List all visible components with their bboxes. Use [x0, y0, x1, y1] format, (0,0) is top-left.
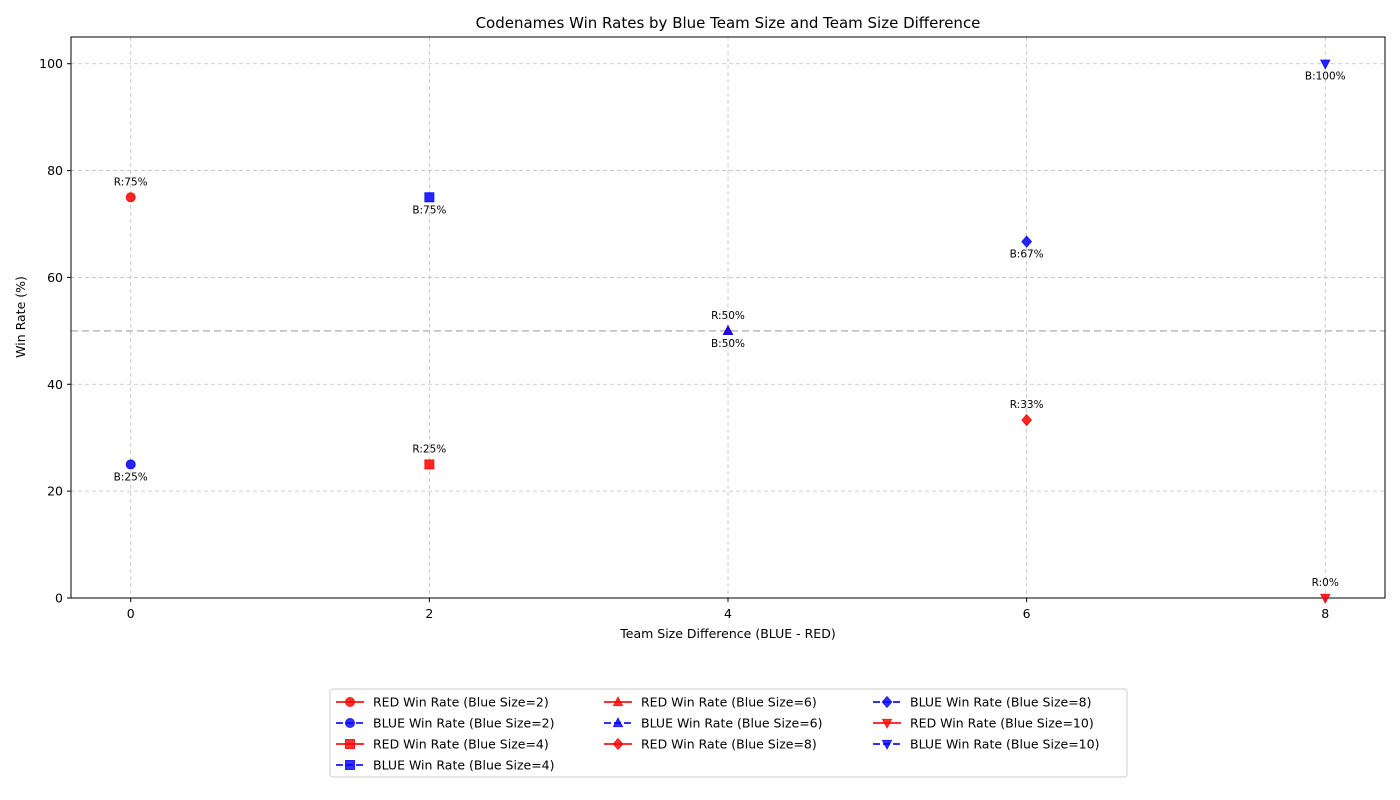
red-data-label: R:75% — [114, 176, 148, 188]
red-point-diamond — [1021, 413, 1033, 427]
blue-data-label: B:50% — [711, 338, 745, 350]
y-axis-ticks: 0 20 40 60 80 100 — [39, 56, 71, 606]
legend-label: RED Win Rate (Blue Size=8) — [641, 737, 817, 752]
legend-label: BLUE Win Rate (Blue Size=6) — [641, 716, 823, 731]
red-data-label: R:33% — [1010, 399, 1044, 411]
blue-data-label: B:75% — [412, 204, 446, 216]
legend-box — [329, 688, 1128, 778]
legend-label: RED Win Rate (Blue Size=6) — [641, 695, 817, 710]
x-axis-title: Team Size Difference (BLUE - RED) — [619, 626, 835, 641]
x-tick-label: 4 — [724, 606, 732, 621]
y-tick-label: 40 — [47, 377, 63, 392]
red-point-triangle-down — [1319, 593, 1331, 605]
legend-marker — [612, 737, 624, 751]
x-axis-ticks: 0 2 4 6 8 — [127, 598, 1329, 621]
blue-point-diamond — [1021, 235, 1033, 248]
red-data-label: R:25% — [412, 443, 446, 455]
legend-label: BLUE Win Rate (Blue Size=4) — [373, 758, 555, 773]
legend-marker — [881, 695, 893, 709]
legend-marker — [345, 739, 355, 749]
blue-point-triangle-down — [1319, 59, 1331, 70]
data-points — [125, 59, 1331, 605]
x-tick-label: 0 — [127, 606, 135, 621]
y-tick-label: 20 — [47, 484, 63, 499]
data-labels: R:75% B:25% R:25% B:75% R:50% B:50% R:33% B:67%… — [114, 71, 1346, 589]
chart-title: Codenames Win Rates by Blue Team Size an… — [476, 14, 981, 32]
red-point-square — [424, 459, 435, 470]
legend-marker — [881, 718, 893, 730]
x-tick-label: 6 — [1023, 606, 1031, 621]
legend-label: BLUE Win Rate (Blue Size=2) — [373, 716, 555, 731]
legend-marker — [612, 716, 624, 728]
y-axis-title: Win Rate (%) — [13, 276, 28, 358]
y-tick-label: 100 — [39, 56, 63, 71]
y-tick-label: 60 — [47, 270, 63, 285]
legend-marker — [345, 718, 355, 728]
blue-data-label: B:100% — [1305, 71, 1346, 83]
x-tick-label: 8 — [1321, 606, 1329, 621]
legend-marker — [612, 695, 624, 707]
blue-data-label: B:25% — [114, 471, 148, 483]
red-data-label: R:50% — [711, 310, 745, 322]
blue-point-square — [424, 192, 435, 203]
y-tick-label: 80 — [47, 163, 63, 178]
legend-marker — [345, 760, 355, 770]
red-point-circle — [125, 192, 136, 203]
legend-label: RED Win Rate (Blue Size=2) — [373, 695, 549, 710]
legend-label: BLUE Win Rate (Blue Size=8) — [910, 695, 1092, 710]
red-data-label: R:0% — [1312, 577, 1339, 589]
blue-point-circle — [125, 459, 136, 470]
x-tick-label: 2 — [425, 606, 433, 621]
blue-point-triangle-up — [722, 324, 734, 335]
legend-marker — [881, 739, 893, 751]
legend-label: RED Win Rate (Blue Size=4) — [373, 737, 549, 752]
blue-data-label: B:67% — [1010, 249, 1044, 261]
legend: RED Win Rate (Blue Size=2) BLUE Win Rate … — [329, 688, 1128, 778]
legend-marker — [345, 697, 355, 707]
legend-label: BLUE Win Rate (Blue Size=10) — [910, 737, 1099, 752]
y-tick-label: 0 — [55, 591, 63, 606]
legend-label: RED Win Rate (Blue Size=10) — [910, 716, 1094, 731]
